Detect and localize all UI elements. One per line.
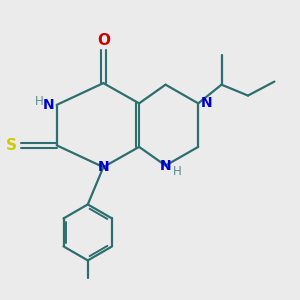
Text: N: N: [98, 160, 109, 174]
Text: N: N: [160, 159, 171, 172]
Text: O: O: [97, 33, 110, 48]
Text: N: N: [201, 96, 212, 110]
Text: S: S: [6, 138, 17, 153]
Text: N: N: [43, 98, 54, 112]
Text: H: H: [173, 165, 182, 178]
Text: H: H: [35, 95, 44, 108]
